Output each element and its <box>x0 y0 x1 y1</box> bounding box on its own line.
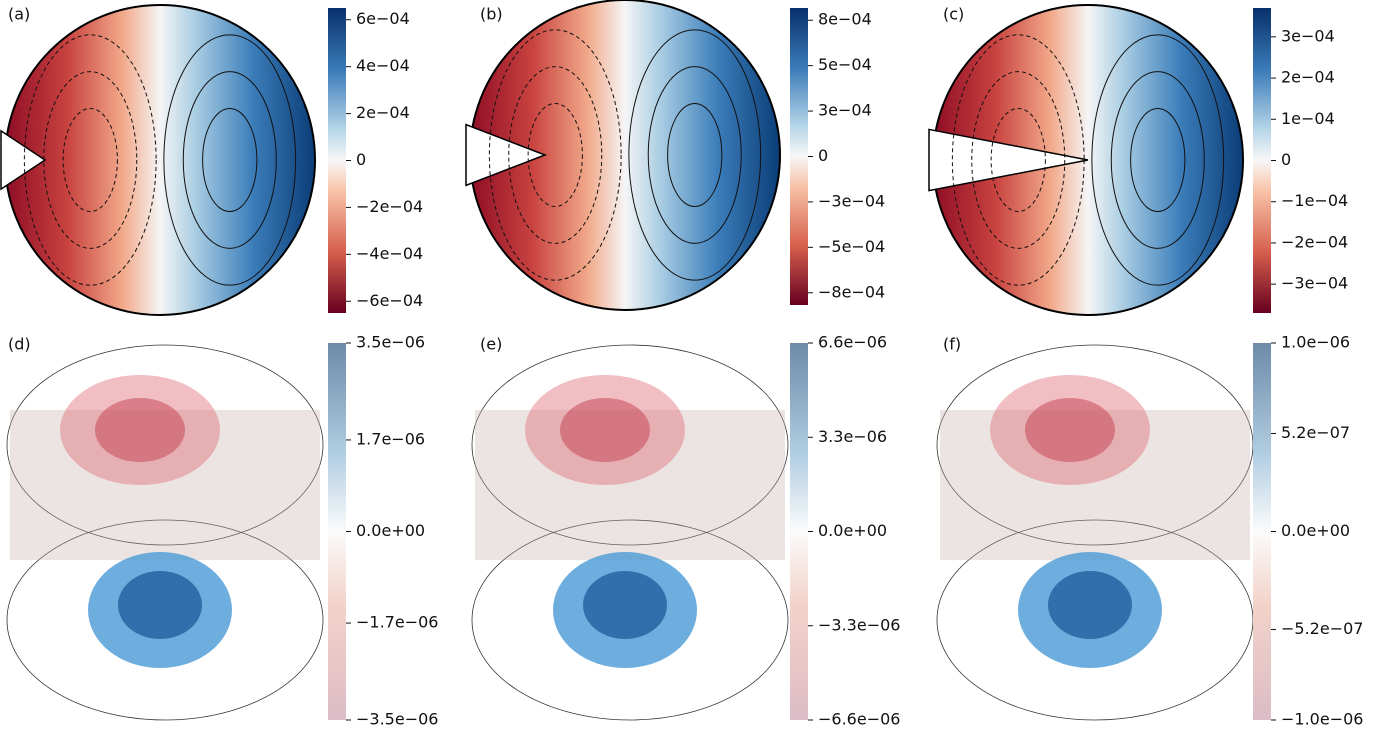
colorbar-tick-label: 3.3e−06 <box>818 427 887 446</box>
colorbar-tick-label: −5.2e−07 <box>1281 619 1363 638</box>
panel-label: (c) <box>943 5 964 24</box>
isosurface-plot <box>937 345 1253 720</box>
colorbar <box>328 8 346 313</box>
colorbar-tick-label: −4e−04 <box>356 244 423 263</box>
colorbar-tick-label: 2e−04 <box>356 103 410 122</box>
colorbar <box>790 343 808 720</box>
negative-core <box>1025 398 1115 462</box>
colorbar-tick-label: 3e−04 <box>1281 26 1335 45</box>
colorbar-tick-label: 5e−04 <box>818 55 872 74</box>
negative-core <box>95 398 185 462</box>
colorbar-tick-label: −2e−04 <box>1281 232 1348 251</box>
colorbar-tick-label: −1.0e−06 <box>1281 710 1363 729</box>
colorbar-tick-label: 2e−04 <box>1281 68 1335 87</box>
colorbar-tick-label: 3e−04 <box>818 101 872 120</box>
colorbar-tick-label: 0.0e+00 <box>818 521 887 540</box>
colorbar-tick-label: 4e−04 <box>356 56 410 75</box>
panel-label: (f) <box>943 335 961 354</box>
disk-plot <box>1 5 315 315</box>
colorbar-tick-label: −6e−04 <box>356 291 423 310</box>
colorbar-tick-label: 6.6e−06 <box>818 333 887 352</box>
colorbar-tick-label: −1e−04 <box>1281 191 1348 210</box>
colorbar-tick-label: 0.0e+00 <box>1281 521 1350 540</box>
colorbar-tick-label: −5e−04 <box>818 237 885 256</box>
panel-label: (a) <box>8 5 30 24</box>
colorbar-tick-label: 5.2e−07 <box>1281 423 1350 442</box>
colorbar-tick-label: 0 <box>1281 150 1291 169</box>
positive-core <box>118 571 202 639</box>
panel-label: (d) <box>8 335 31 354</box>
panel-label: (e) <box>480 335 502 354</box>
isosurface-plot <box>7 345 323 720</box>
colorbar-tick-label: −8e−04 <box>818 282 885 301</box>
colorbar-tick-label: −3e−04 <box>1281 274 1348 293</box>
colorbar-tick-label: −6.6e−06 <box>818 710 900 729</box>
colorbar-tick-label: −1.7e−06 <box>356 613 438 632</box>
colorbar-tick-label: 1e−04 <box>1281 109 1335 128</box>
colorbar-tick-label: 1.0e−06 <box>1281 333 1350 352</box>
figure: (a) 6e−04 4e−04 2e−04 0 −2e−04 −4e−04 −6e−04 (b)… <box>0 0 1381 730</box>
isosurface-plot <box>472 345 788 720</box>
colorbar-tick-label: −2e−04 <box>356 197 423 216</box>
colorbar-tick-label: 3.5e−06 <box>356 333 425 352</box>
disk <box>5 5 315 315</box>
disk-plot <box>929 5 1243 315</box>
colorbar-tick-label: 0.0e+00 <box>356 521 425 540</box>
colorbar <box>790 8 808 305</box>
colorbar-tick-label: 1.7e−06 <box>356 429 425 448</box>
colorbar <box>1253 8 1271 313</box>
colorbar-tick-label: 0 <box>356 150 366 169</box>
positive-core <box>1048 571 1132 639</box>
colorbar-tick-label: 0 <box>818 146 828 165</box>
disk-plot <box>466 0 780 310</box>
colorbar-tick-label: −3.5e−06 <box>356 710 438 729</box>
positive-core <box>583 571 667 639</box>
panel-label: (b) <box>480 5 503 24</box>
negative-core <box>560 398 650 462</box>
colorbar <box>328 343 346 720</box>
colorbar-tick-label: −3.3e−06 <box>818 615 900 634</box>
colorbar-tick-label: −3e−04 <box>818 191 885 210</box>
colorbar <box>1253 343 1271 720</box>
colorbar-tick-label: 8e−04 <box>818 10 872 29</box>
colorbar-tick-label: 6e−04 <box>356 9 410 28</box>
